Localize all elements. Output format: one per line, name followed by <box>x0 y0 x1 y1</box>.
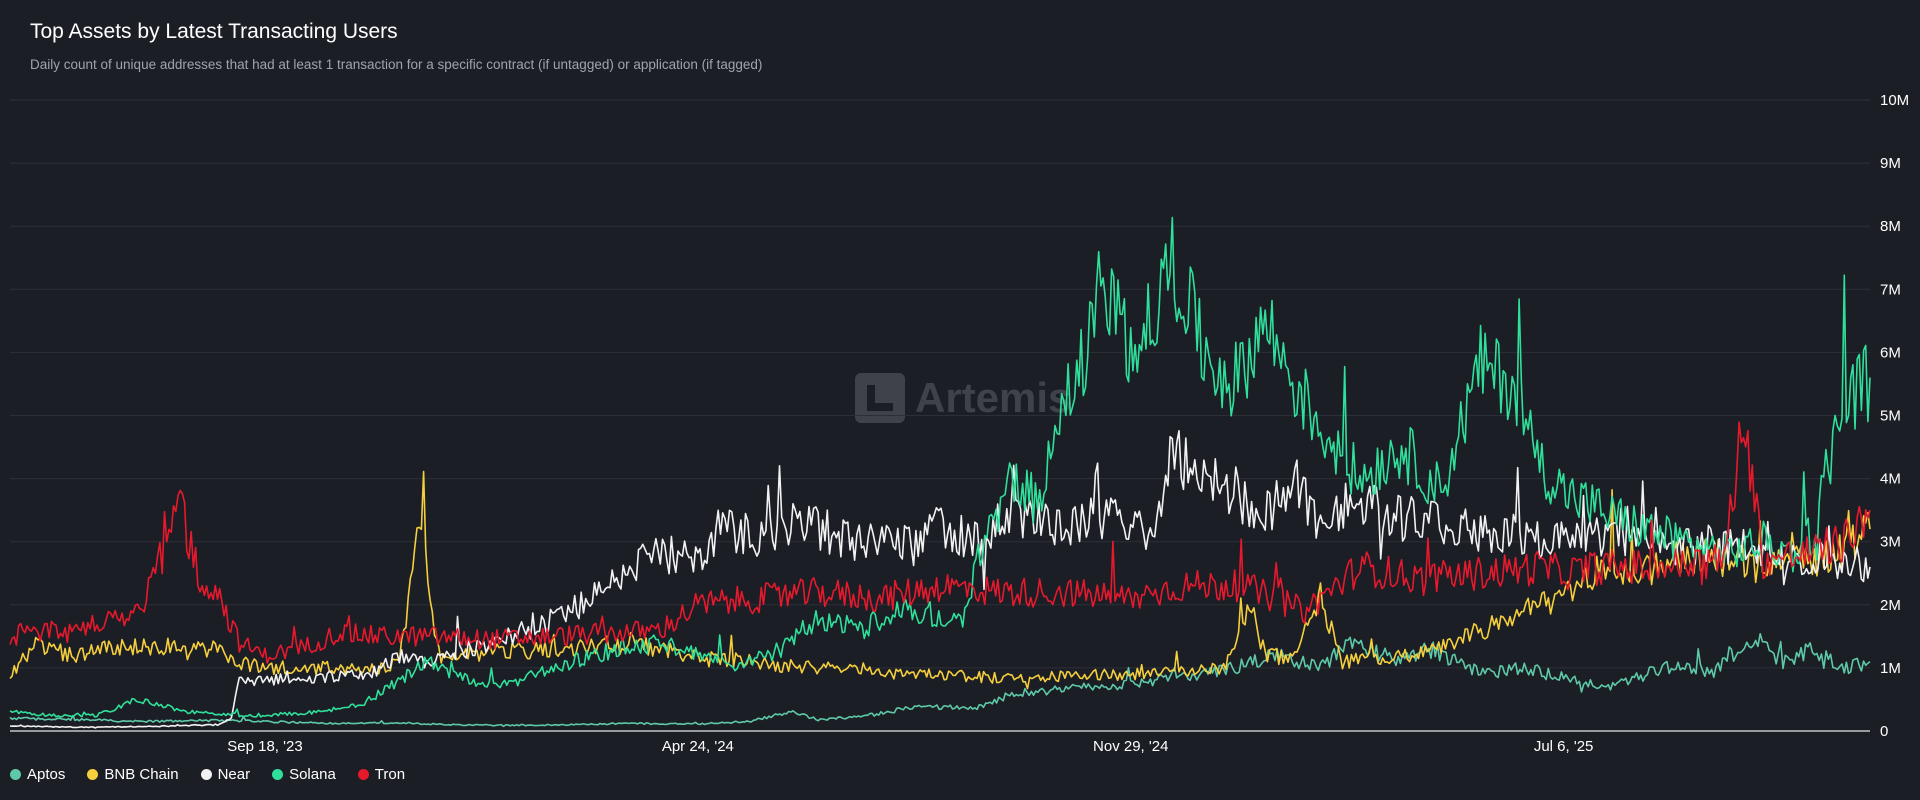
legend-label: Solana <box>289 766 336 783</box>
x-tick-label: Sep 18, '23 <box>227 738 302 755</box>
legend-swatch-icon <box>10 769 21 780</box>
legend-swatch-icon <box>357 769 369 780</box>
chart-subtitle: Daily count of unique addresses that had… <box>30 57 763 72</box>
legend-label: Near <box>217 766 251 783</box>
y-tick-label: 10M <box>1880 92 1909 109</box>
grid-lines <box>10 99 1870 732</box>
series-line-tron <box>9 421 1871 664</box>
series-lines <box>9 216 1871 729</box>
chart-title: Top Assets by Latest Transacting Users <box>30 20 398 43</box>
watermark-text: Artemis <box>915 374 1072 421</box>
legend-swatch-icon <box>200 769 212 780</box>
legend-label: Tron <box>374 766 406 783</box>
y-tick-label: 9M <box>1880 155 1901 172</box>
series-line-bnb-chain <box>9 470 1871 690</box>
legend-item[interactable]: Tron <box>357 766 406 783</box>
y-tick-label: 6M <box>1880 344 1901 361</box>
x-tick-label: Jul 6, '25 <box>1534 738 1594 755</box>
y-tick-label: 0 <box>1880 723 1888 740</box>
y-tick-label: 5M <box>1880 408 1901 425</box>
legend-item[interactable]: BNB Chain <box>87 766 179 783</box>
legend-label: Aptos <box>27 766 66 783</box>
y-tick-label: 1M <box>1880 660 1901 677</box>
x-tick-label: Nov 29, '24 <box>1093 738 1168 755</box>
x-tick-label: Apr 24, '24 <box>662 738 734 755</box>
y-tick-label: 8M <box>1880 218 1901 235</box>
y-tick-label: 2M <box>1880 597 1901 614</box>
legend-swatch-icon <box>272 769 284 780</box>
artemis-logo-icon <box>855 373 905 423</box>
series-line-aptos <box>9 633 1871 728</box>
legend: Aptos BNB Chain Near Solana Tron <box>10 766 405 783</box>
y-tick-label: 4M <box>1880 471 1901 488</box>
series-line-near <box>9 430 1871 729</box>
y-axis-ticks: 0 1M 2M 3M 4M 5M 6M 7M 8M 9M 10M <box>1880 92 1909 740</box>
y-tick-label: 3M <box>1880 534 1901 551</box>
legend-item[interactable]: Aptos <box>10 766 65 783</box>
y-tick-label: 7M <box>1880 281 1901 298</box>
legend-item[interactable]: Solana <box>272 766 336 783</box>
legend-item[interactable]: Near <box>200 766 251 783</box>
legend-swatch-icon <box>87 769 99 780</box>
x-axis-ticks: Sep 18, '23 Apr 24, '24 Nov 29, '24 Jul 6, … <box>227 738 1593 755</box>
series-line-solana <box>9 216 1871 718</box>
legend-label: BNB Chain <box>104 766 179 783</box>
watermark: Artemis <box>855 373 1071 423</box>
